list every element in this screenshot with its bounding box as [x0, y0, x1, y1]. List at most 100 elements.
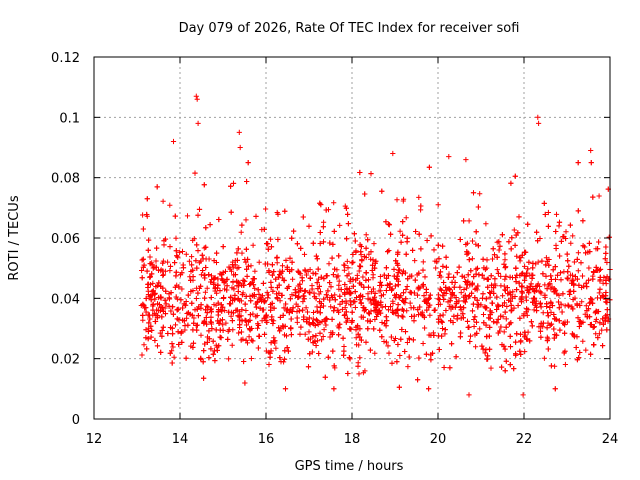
data-point	[536, 120, 542, 126]
data-point	[183, 251, 189, 257]
data-point	[597, 295, 604, 301]
data-point	[340, 335, 346, 341]
data-point	[144, 268, 150, 274]
data-point	[194, 242, 200, 248]
data-point	[277, 355, 283, 361]
data-point	[231, 286, 237, 292]
data-point	[405, 364, 411, 370]
data-point	[221, 280, 227, 286]
data-point	[202, 289, 208, 295]
x-tick-label: 12	[86, 432, 103, 447]
data-point	[528, 281, 534, 287]
data-point	[562, 361, 568, 368]
data-point	[245, 263, 251, 269]
data-point	[361, 253, 367, 260]
data-point	[548, 273, 554, 279]
data-point	[602, 313, 609, 319]
data-point	[372, 316, 378, 323]
data-point	[434, 259, 440, 265]
data-point	[538, 304, 544, 310]
data-point	[152, 318, 158, 325]
data-point	[278, 359, 284, 365]
data-point	[400, 297, 406, 303]
data-point	[216, 307, 222, 313]
data-point	[371, 241, 377, 247]
data-point	[537, 301, 543, 307]
data-point	[188, 277, 194, 283]
data-point	[412, 277, 418, 283]
data-point	[343, 309, 349, 315]
data-point	[495, 303, 501, 309]
data-point	[482, 305, 489, 311]
data-point	[394, 359, 400, 365]
data-point	[348, 302, 354, 308]
data-point	[317, 240, 323, 247]
data-point	[143, 295, 149, 302]
data-point	[383, 219, 389, 225]
data-point	[580, 338, 586, 344]
data-point	[583, 303, 589, 309]
data-point	[159, 327, 165, 334]
data-point	[595, 335, 601, 341]
data-point	[570, 296, 576, 303]
data-point	[454, 270, 460, 276]
data-point	[177, 272, 184, 278]
data-point	[494, 294, 500, 300]
data-point	[491, 285, 497, 291]
data-point	[580, 218, 586, 224]
data-point	[331, 308, 337, 314]
data-point	[193, 322, 199, 329]
data-point	[152, 337, 158, 344]
data-point	[513, 265, 519, 271]
data-point	[275, 236, 281, 243]
data-point	[475, 304, 481, 310]
data-point	[402, 348, 408, 355]
data-point	[450, 319, 456, 326]
data-point	[408, 290, 414, 296]
data-point	[394, 275, 400, 281]
data-point	[544, 301, 550, 307]
data-point	[139, 257, 145, 263]
data-point	[588, 160, 594, 166]
data-point	[565, 276, 571, 282]
data-point	[189, 254, 195, 260]
data-point	[317, 299, 323, 305]
data-point	[498, 324, 504, 330]
data-point	[477, 326, 483, 332]
data-point	[163, 288, 169, 294]
data-point	[406, 335, 412, 341]
data-point	[498, 273, 504, 279]
data-point	[551, 311, 557, 318]
data-point	[193, 295, 199, 302]
data-point	[145, 284, 151, 291]
data-point	[283, 301, 289, 307]
data-point	[281, 356, 288, 362]
data-point	[143, 309, 149, 315]
data-point	[604, 327, 610, 333]
data-point	[383, 287, 389, 294]
data-point	[234, 307, 240, 313]
data-point	[304, 316, 310, 322]
data-point	[357, 297, 363, 303]
data-point	[530, 265, 536, 271]
data-point	[170, 138, 177, 145]
data-point	[399, 271, 405, 277]
data-point	[241, 358, 247, 365]
data-point	[584, 284, 590, 290]
data-point	[314, 318, 320, 324]
data-point	[255, 345, 261, 351]
data-point	[567, 291, 573, 297]
data-point	[314, 280, 320, 286]
data-point	[377, 279, 383, 285]
data-point	[147, 254, 153, 260]
data-point	[190, 237, 196, 243]
data-point	[579, 273, 586, 279]
data-point	[353, 335, 359, 341]
data-point	[529, 275, 535, 281]
data-point	[248, 355, 254, 362]
data-point	[337, 321, 343, 327]
data-point	[176, 317, 182, 323]
data-point	[261, 226, 267, 232]
data-point	[600, 316, 606, 322]
data-point	[548, 276, 554, 283]
